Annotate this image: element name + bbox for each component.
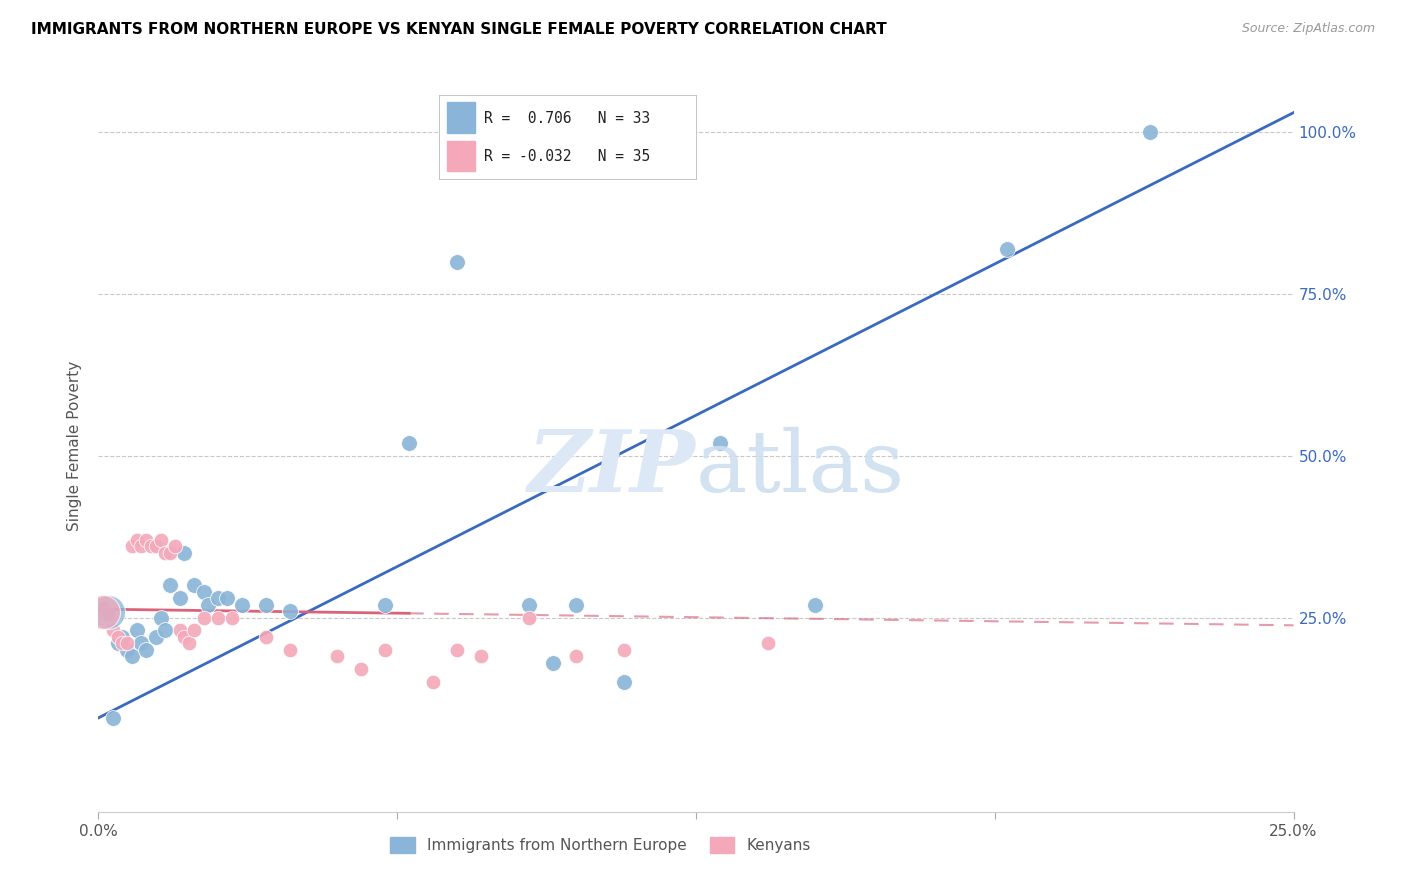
Point: [121, 649, 143, 664]
Point: [97, 607, 120, 622]
Point: [398, 435, 420, 450]
Point: [374, 643, 396, 657]
Point: [155, 624, 177, 638]
Point: [149, 533, 172, 547]
Point: [145, 630, 167, 644]
Point: [173, 630, 195, 644]
Point: [159, 578, 181, 592]
Point: [613, 643, 636, 657]
Text: Source: ZipAtlas.com: Source: ZipAtlas.com: [1241, 22, 1375, 36]
Point: [91, 600, 114, 615]
Point: [101, 711, 124, 725]
Point: [470, 649, 492, 664]
Point: [278, 643, 301, 657]
Point: [197, 598, 219, 612]
Text: IMMIGRANTS FROM NORTHERN EUROPE VS KENYAN SINGLE FEMALE POVERTY CORRELATION CHAR: IMMIGRANTS FROM NORTHERN EUROPE VS KENYA…: [31, 22, 887, 37]
Point: [173, 546, 195, 560]
Point: [231, 598, 253, 612]
Point: [422, 675, 444, 690]
Point: [517, 610, 540, 624]
Point: [155, 546, 177, 560]
Legend: Immigrants from Northern Europe, Kenyans: Immigrants from Northern Europe, Kenyans: [384, 830, 817, 859]
Point: [125, 533, 148, 547]
Point: [115, 643, 138, 657]
Point: [101, 624, 124, 638]
Point: [207, 591, 229, 606]
Point: [145, 539, 167, 553]
Point: [278, 604, 301, 618]
Point: [179, 636, 201, 650]
Y-axis label: Single Female Poverty: Single Female Poverty: [67, 361, 83, 531]
Point: [97, 605, 120, 619]
Point: [350, 662, 373, 676]
Point: [135, 533, 157, 547]
Point: [374, 598, 396, 612]
Point: [254, 598, 277, 612]
Point: [565, 598, 588, 612]
Point: [131, 539, 153, 553]
Point: [804, 598, 827, 612]
Point: [517, 598, 540, 612]
Point: [613, 675, 636, 690]
Point: [541, 656, 564, 670]
Point: [169, 591, 191, 606]
Point: [756, 636, 779, 650]
Point: [149, 610, 172, 624]
Point: [446, 643, 468, 657]
Point: [326, 649, 349, 664]
Point: [217, 591, 239, 606]
Point: [193, 610, 215, 624]
Point: [709, 435, 731, 450]
Point: [91, 605, 114, 619]
Point: [125, 624, 148, 638]
Point: [254, 630, 277, 644]
Point: [111, 636, 134, 650]
Point: [565, 649, 588, 664]
Point: [107, 630, 129, 644]
Point: [111, 630, 134, 644]
Point: [1139, 125, 1161, 139]
Text: ZIP: ZIP: [529, 426, 696, 509]
Point: [107, 636, 129, 650]
Point: [163, 539, 186, 553]
Text: atlas: atlas: [696, 426, 905, 509]
Point: [183, 578, 205, 592]
Point: [169, 624, 191, 638]
Point: [995, 242, 1018, 256]
Point: [135, 643, 157, 657]
Point: [183, 624, 205, 638]
Point: [193, 584, 215, 599]
Point: [221, 610, 243, 624]
Point: [115, 636, 138, 650]
Point: [159, 546, 181, 560]
Point: [131, 636, 153, 650]
Point: [139, 539, 162, 553]
Point: [207, 610, 229, 624]
Point: [121, 539, 143, 553]
Point: [446, 254, 468, 268]
